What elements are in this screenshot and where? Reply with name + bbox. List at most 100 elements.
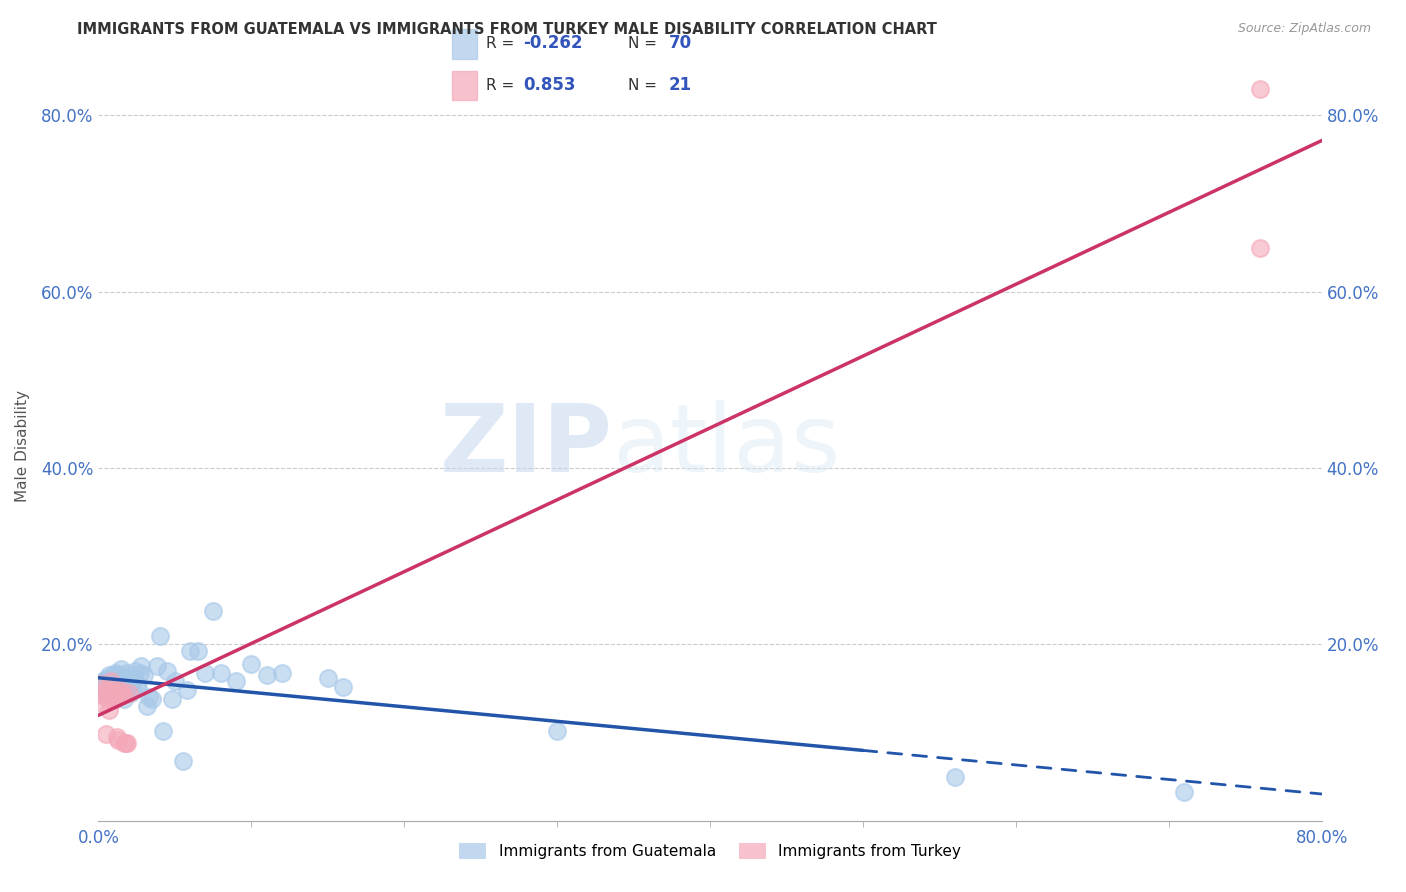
Point [129, 659, 152, 673]
Point [94, 686, 117, 700]
Point [100, 674, 122, 689]
Point [105, 677, 128, 691]
Text: 21: 21 [669, 76, 692, 94]
Point [101, 677, 124, 691]
Point [94, 680, 117, 694]
Point [125, 677, 148, 691]
Point [127, 681, 149, 696]
Point [120, 686, 142, 700]
Point [89, 681, 111, 696]
Point [98, 674, 121, 689]
Point [100, 673, 122, 687]
Text: R =: R = [486, 36, 519, 51]
Point [179, 644, 201, 658]
Point [105, 671, 128, 685]
Point [256, 668, 278, 682]
Point [94, 727, 117, 741]
Point [187, 644, 209, 658]
Text: 70: 70 [669, 35, 692, 53]
Point [546, 723, 568, 738]
Point [209, 665, 232, 680]
Point [141, 692, 163, 706]
Point [124, 664, 146, 678]
FancyBboxPatch shape [453, 70, 477, 100]
Point [1173, 785, 1195, 799]
Point [110, 668, 132, 682]
Point [118, 686, 141, 700]
Point [104, 692, 127, 706]
Point [163, 674, 186, 689]
Text: N =: N = [628, 78, 662, 93]
Point [98, 703, 121, 717]
Point [112, 692, 135, 706]
Point [101, 683, 124, 698]
Point [104, 673, 127, 687]
Point [240, 657, 263, 671]
Point [270, 665, 292, 680]
Point [98, 668, 121, 682]
Text: ZIP: ZIP [439, 400, 612, 492]
Point [176, 683, 198, 698]
Text: 0.853: 0.853 [523, 76, 576, 94]
Point [100, 686, 122, 700]
Point [103, 683, 125, 698]
Point [110, 662, 132, 676]
Point [115, 665, 138, 680]
Point [138, 690, 160, 705]
Point [149, 628, 172, 642]
Point [152, 723, 174, 738]
Legend: Immigrants from Guatemala, Immigrants from Turkey: Immigrants from Guatemala, Immigrants fr… [453, 838, 967, 865]
Point [103, 686, 125, 700]
Point [316, 671, 339, 685]
Point [91, 674, 114, 689]
Point [100, 677, 122, 691]
Point [202, 604, 225, 618]
Point [943, 770, 966, 784]
Point [110, 686, 132, 700]
Text: R =: R = [486, 78, 519, 93]
Text: -0.262: -0.262 [523, 35, 583, 53]
Point [107, 668, 129, 682]
Text: N =: N = [628, 36, 662, 51]
Point [160, 692, 183, 706]
Point [98, 683, 121, 698]
Point [97, 671, 120, 685]
Point [91, 686, 114, 700]
Point [111, 689, 134, 703]
FancyBboxPatch shape [453, 29, 477, 59]
Point [97, 677, 120, 691]
Point [103, 668, 125, 682]
Point [104, 665, 127, 680]
Point [117, 677, 139, 691]
Point [105, 730, 128, 744]
Point [1249, 82, 1271, 96]
Point [122, 671, 145, 685]
Point [94, 683, 117, 698]
Point [112, 736, 135, 750]
Point [121, 681, 143, 696]
Point [117, 736, 139, 750]
Point [90, 677, 112, 691]
Point [145, 659, 167, 673]
Point [225, 674, 247, 689]
Point [108, 683, 131, 698]
Text: IMMIGRANTS FROM GUATEMALA VS IMMIGRANTS FROM TURKEY MALE DISABILITY CORRELATION : IMMIGRANTS FROM GUATEMALA VS IMMIGRANTS … [77, 22, 938, 37]
Point [93, 683, 115, 698]
Point [194, 665, 217, 680]
Text: Source: ZipAtlas.com: Source: ZipAtlas.com [1237, 22, 1371, 36]
Point [93, 681, 115, 696]
Point [90, 677, 112, 691]
Point [93, 673, 115, 687]
Point [1249, 241, 1271, 255]
Point [107, 732, 129, 747]
Text: atlas: atlas [612, 400, 841, 492]
Point [101, 683, 124, 698]
Point [91, 698, 114, 712]
Point [108, 683, 131, 698]
Y-axis label: Male Disability: Male Disability [15, 390, 30, 502]
Point [115, 736, 138, 750]
Point [128, 665, 150, 680]
Point [136, 699, 159, 714]
Point [118, 674, 141, 689]
Point [90, 683, 112, 698]
